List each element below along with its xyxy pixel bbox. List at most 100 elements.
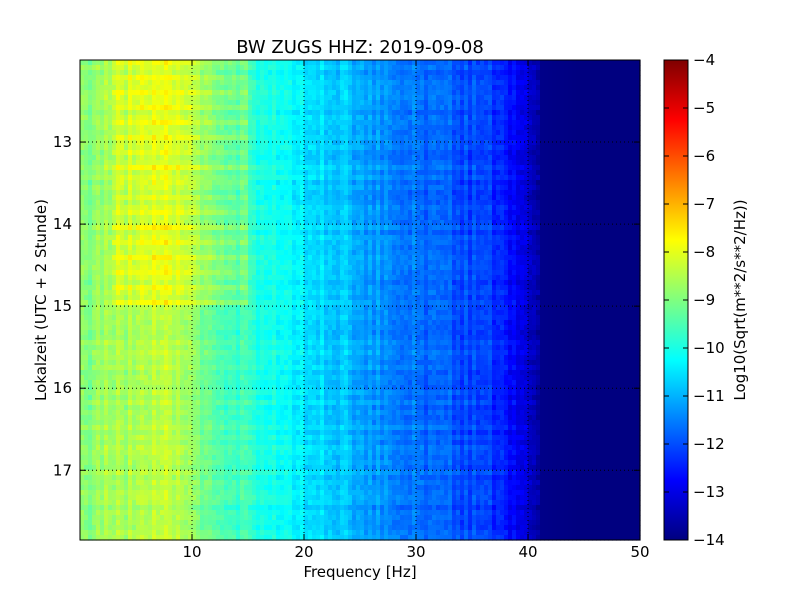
heatmap-cell	[532, 60, 537, 66]
heatmap-cell	[204, 60, 209, 66]
heatmap-cell	[184, 235, 189, 241]
heatmap-cell	[464, 85, 469, 91]
heatmap-cell	[124, 100, 129, 106]
heatmap-cell	[560, 140, 565, 146]
heatmap-cell	[592, 190, 597, 196]
heatmap-cell	[616, 65, 621, 71]
heatmap-cell	[232, 150, 237, 156]
heatmap-cell	[408, 190, 413, 196]
heatmap-cell	[356, 150, 361, 156]
heatmap-cell	[572, 185, 577, 191]
heatmap-cell	[580, 140, 585, 146]
heatmap-cell	[184, 90, 189, 96]
heatmap-cell	[372, 185, 377, 191]
heatmap-cell	[164, 85, 169, 91]
heatmap-cell	[112, 230, 117, 236]
heatmap-cell	[360, 70, 365, 76]
heatmap-cell	[380, 160, 385, 166]
heatmap-cell	[608, 195, 613, 201]
heatmap-cell	[500, 185, 505, 191]
heatmap-cell	[504, 125, 509, 131]
heatmap-cell	[204, 110, 209, 116]
heatmap-cell	[176, 225, 181, 231]
heatmap-cell	[612, 95, 617, 101]
heatmap-cell	[388, 130, 393, 136]
heatmap-cell	[176, 160, 181, 166]
heatmap-cell	[372, 110, 377, 116]
heatmap-cell	[532, 210, 537, 216]
heatmap-cell	[452, 125, 457, 131]
heatmap-cell	[464, 100, 469, 106]
heatmap-cell	[328, 195, 333, 201]
heatmap-cell	[232, 170, 237, 176]
heatmap-cell	[452, 120, 457, 126]
heatmap-cell	[200, 115, 205, 121]
heatmap-cell	[540, 215, 545, 221]
heatmap-cell	[484, 195, 489, 201]
heatmap-cell	[128, 210, 133, 216]
heatmap-cell	[316, 115, 321, 121]
heatmap-cell	[108, 140, 113, 146]
heatmap-cell	[580, 220, 585, 226]
heatmap-cell	[280, 90, 285, 96]
heatmap-cell	[628, 140, 633, 146]
heatmap-cell	[368, 120, 373, 126]
heatmap-cell	[500, 165, 505, 171]
heatmap-cell	[156, 100, 161, 106]
heatmap-cell	[388, 165, 393, 171]
heatmap-cell	[104, 190, 109, 196]
heatmap-cell	[212, 215, 217, 221]
heatmap-cell	[464, 225, 469, 231]
heatmap-cell	[360, 85, 365, 91]
heatmap-cell	[204, 125, 209, 131]
heatmap-cell	[560, 75, 565, 81]
heatmap-cell	[252, 205, 257, 211]
heatmap-cell	[144, 115, 149, 121]
heatmap-cell	[200, 195, 205, 201]
heatmap-cell	[556, 85, 561, 91]
heatmap-cell	[404, 170, 409, 176]
heatmap-cell	[216, 110, 221, 116]
heatmap-cell	[568, 105, 573, 111]
heatmap-cell	[412, 70, 417, 76]
heatmap-cell	[184, 65, 189, 71]
heatmap-cell	[340, 170, 345, 176]
heatmap-cell	[560, 205, 565, 211]
heatmap-cell	[476, 60, 481, 66]
heatmap-cell	[424, 155, 429, 161]
heatmap-cell	[184, 110, 189, 116]
heatmap-cell	[448, 140, 453, 146]
heatmap-cell	[436, 145, 441, 151]
heatmap-cell	[584, 220, 589, 226]
heatmap-cell	[176, 85, 181, 91]
heatmap-cell	[268, 110, 273, 116]
heatmap-cell	[316, 110, 321, 116]
heatmap-cell	[588, 175, 593, 181]
heatmap-cell	[576, 135, 581, 141]
heatmap-cell	[416, 125, 421, 131]
heatmap-cell	[500, 95, 505, 101]
heatmap-cell	[632, 180, 637, 186]
heatmap-cell	[528, 220, 533, 226]
heatmap-cell	[568, 205, 573, 211]
heatmap-cell	[384, 170, 389, 176]
heatmap-cell	[208, 90, 213, 96]
heatmap-cell	[460, 160, 465, 166]
heatmap-cell	[220, 215, 225, 221]
heatmap-cell	[616, 165, 621, 171]
heatmap-cell	[84, 145, 89, 151]
heatmap-cell	[512, 230, 517, 236]
heatmap-cell	[536, 200, 541, 206]
heatmap-cell	[460, 95, 465, 101]
heatmap-cell	[296, 135, 301, 141]
heatmap-cell	[540, 230, 545, 236]
heatmap-cell	[164, 235, 169, 241]
heatmap-cell	[272, 110, 277, 116]
heatmap-cell	[360, 90, 365, 96]
heatmap-cell	[420, 90, 425, 96]
heatmap-cell	[636, 215, 641, 221]
heatmap-cell	[468, 145, 473, 151]
heatmap-cell	[472, 85, 477, 91]
heatmap-cell	[88, 155, 93, 161]
heatmap-cell	[304, 170, 309, 176]
